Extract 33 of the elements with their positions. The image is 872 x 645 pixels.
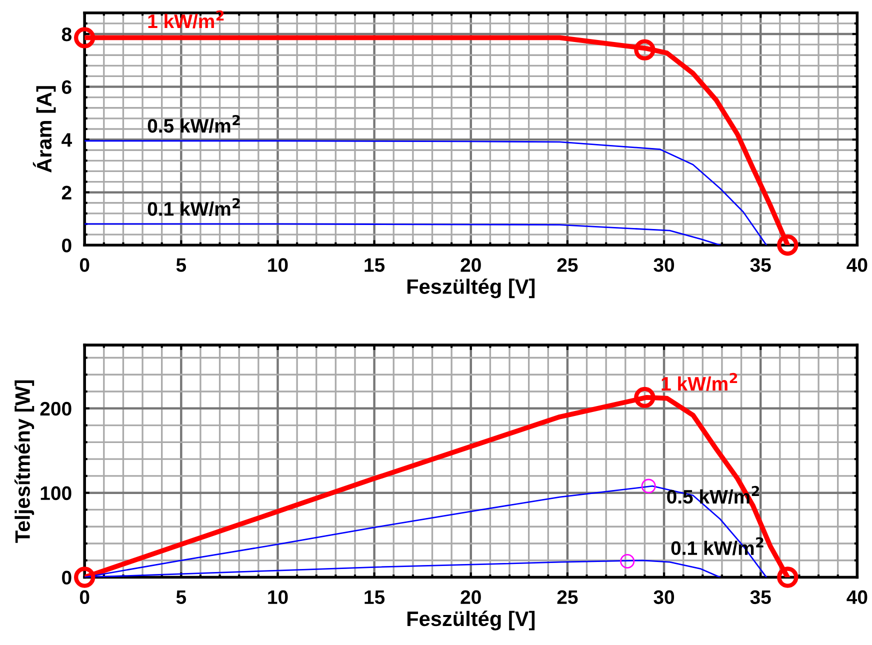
x-tick-label: 40 (846, 258, 868, 272)
y-tick-label: 8 (62, 27, 72, 42)
x-tick-label: 20 (460, 258, 481, 272)
x-tick-label: 0 (80, 258, 90, 272)
x-tick-label: 15 (364, 258, 385, 272)
y-tick-label: 2 (62, 186, 72, 200)
y-tick-label: 200 (40, 402, 72, 416)
x-tick-label: 0 (80, 590, 90, 604)
series-label: 1 kW/m$^{2}$ (662, 372, 738, 391)
y-axis-title: Áram [A] (32, 86, 56, 172)
y-tick-label: 4 (62, 133, 72, 147)
x-tick-label: 5 (176, 590, 186, 604)
y-tick-label: 0 (62, 238, 72, 252)
x-axis-title: Feszültég [V] (407, 610, 535, 630)
series-label: 0.1 kW/m$^{2}$ (148, 198, 240, 216)
x-tick-label: 40 (846, 590, 868, 604)
y-tick-label: 100 (40, 486, 72, 500)
x-tick-label: 35 (750, 258, 771, 272)
x-tick-label: 30 (654, 258, 674, 272)
x-tick-label: 20 (460, 590, 481, 604)
series-label: 0.5 kW/m$^{2}$ (148, 114, 240, 133)
x-tick-label: 15 (364, 590, 385, 604)
x-tick-label: 30 (654, 590, 674, 604)
x-tick-label: 35 (750, 590, 771, 604)
y-tick-label: 6 (62, 80, 72, 94)
x-tick-label: 10 (268, 590, 288, 604)
y-tick-label: 0 (62, 570, 72, 585)
x-tick-label: 10 (268, 258, 288, 272)
x-tick-label: 5 (176, 258, 186, 272)
x-tick-label: 25 (557, 590, 578, 604)
x-tick-label: 25 (557, 258, 578, 272)
y-axis-title: Teljesítmény [W] (14, 380, 34, 543)
x-axis-title: Feszültég [V] (407, 278, 535, 298)
